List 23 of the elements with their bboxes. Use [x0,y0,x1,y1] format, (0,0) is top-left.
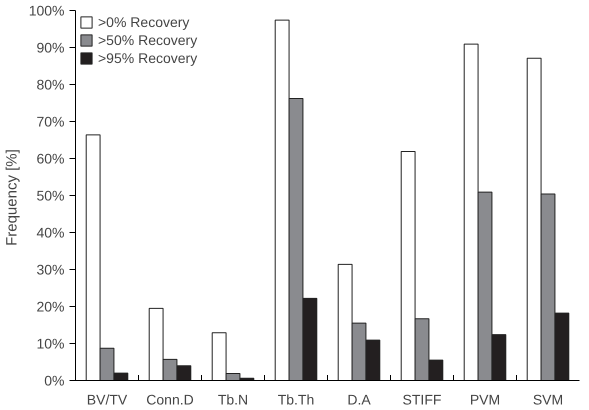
y-axis-title: Frequency [%] [4,149,21,246]
legend-label: >0% Recovery [98,14,190,30]
y-tick-label: 100% [28,2,65,18]
x-tick-label: SVM [532,392,564,408]
y-tick-label: 80% [36,76,65,92]
y-tick-label: 20% [36,298,65,314]
x-tick-label: STIFF [402,392,442,408]
y-tick-label: 90% [36,40,65,56]
legend-label: >50% Recovery [98,32,198,48]
x-tick-label: Tb.Th [278,392,314,408]
x-tick-label: BV/TV [86,392,128,408]
y-tick-label: 70% [36,114,65,130]
y-tick-label: 0% [44,372,64,388]
y-tick-label: 60% [36,150,65,166]
legend-label: >95% Recovery [98,50,198,66]
x-tick-label: PVM [470,392,500,408]
x-tick-label: Tb.N [218,392,248,408]
y-tick-label: 50% [36,188,65,204]
y-tick-label: 10% [36,336,65,352]
x-tick-label: Conn.D [146,392,194,408]
x-tick-label: D.A [347,392,372,408]
y-tick-label: 40% [36,224,65,240]
y-tick-label: 30% [36,262,65,278]
